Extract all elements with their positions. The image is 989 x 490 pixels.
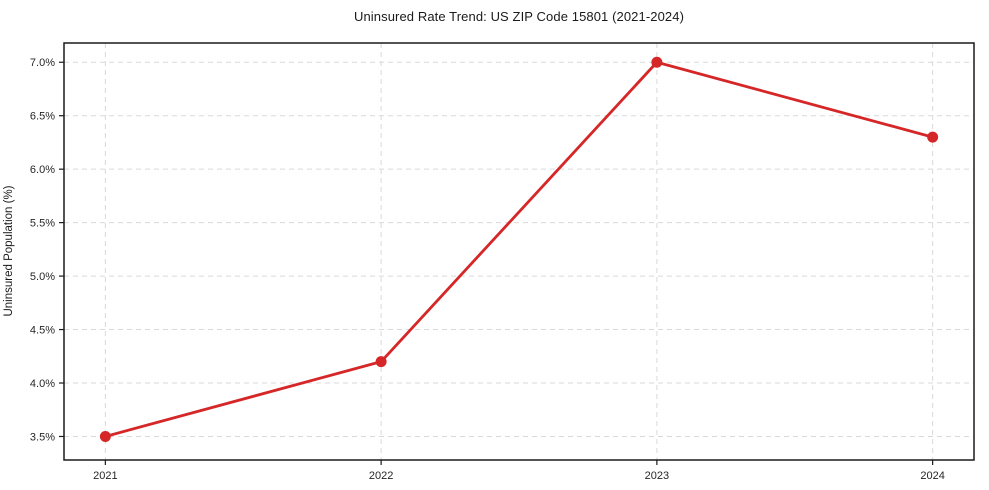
y-tick-label: 3.5%	[30, 431, 55, 443]
x-tick-label: 2021	[93, 470, 117, 482]
trend-line	[103, 60, 935, 438]
data-point-marker	[927, 131, 939, 143]
y-tick-label: 6.5%	[30, 111, 55, 123]
data-point-marker	[375, 356, 387, 368]
y-tick-label: 4.5%	[30, 325, 55, 337]
x-tick-label: 2022	[369, 470, 393, 482]
x-tick-label: 2024	[920, 470, 944, 482]
y-tick-label: 4.0%	[30, 378, 55, 390]
y-tick-label: 5.0%	[30, 271, 55, 283]
y-tick-label: 5.5%	[30, 218, 55, 230]
y-tick-label: 6.0%	[30, 164, 55, 176]
y-tick-label: 7.0%	[30, 57, 55, 69]
plot-border	[63, 42, 975, 461]
chart-title: Uninsured Rate Trend: US ZIP Code 15801 …	[353, 9, 685, 24]
x-tick-label: 2023	[645, 470, 669, 482]
data-point-marker	[651, 56, 663, 68]
data-point-marker	[99, 430, 111, 442]
